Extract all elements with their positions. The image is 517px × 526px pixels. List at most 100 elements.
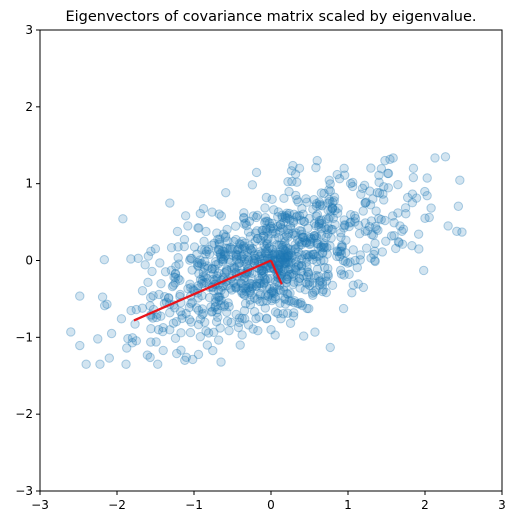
scatter-point bbox=[242, 247, 253, 257]
scatter-point bbox=[424, 212, 434, 223]
scatter-point bbox=[194, 223, 204, 233]
scatter-point bbox=[255, 288, 266, 299]
scatter-point bbox=[250, 228, 261, 238]
scatter-point bbox=[315, 199, 325, 209]
scatter-point bbox=[221, 187, 231, 198]
scatter-point bbox=[232, 261, 242, 272]
y-tick-label: −1 bbox=[15, 330, 33, 344]
scatter-point bbox=[262, 227, 272, 237]
scatter-point bbox=[290, 264, 301, 275]
scatter-point bbox=[234, 317, 245, 328]
scatter-point bbox=[213, 285, 224, 295]
scatter-point bbox=[325, 179, 335, 189]
scatter-point bbox=[172, 348, 182, 359]
scatter-point bbox=[180, 211, 191, 221]
scatter-point bbox=[294, 211, 305, 221]
scatter-point bbox=[207, 306, 217, 317]
scatter-point bbox=[337, 240, 347, 251]
scatter-point bbox=[224, 325, 234, 336]
scatter-point bbox=[116, 314, 127, 324]
scatter-point bbox=[236, 239, 246, 250]
scatter-point bbox=[259, 277, 269, 288]
scatter-point bbox=[287, 176, 297, 187]
scatter-point bbox=[398, 224, 409, 234]
scatter-point bbox=[240, 254, 250, 264]
scatter-point bbox=[239, 219, 249, 229]
scatter-point bbox=[299, 216, 310, 227]
scatter-point bbox=[316, 188, 327, 198]
scatter-point bbox=[235, 340, 245, 350]
scatter-point bbox=[208, 274, 218, 285]
scatter-point bbox=[148, 291, 158, 301]
scatter-point bbox=[309, 231, 320, 241]
scatter-point bbox=[219, 249, 230, 259]
scatter-point bbox=[294, 163, 305, 174]
scatter-point bbox=[223, 244, 233, 254]
scatter-point bbox=[350, 255, 360, 266]
scatter-point bbox=[188, 354, 198, 365]
scatter-point bbox=[305, 250, 316, 260]
scatter-point bbox=[219, 301, 229, 312]
scatter-point bbox=[210, 257, 221, 267]
scatter-point bbox=[192, 260, 203, 270]
scatter-point bbox=[296, 261, 307, 271]
scatter-point bbox=[305, 238, 315, 249]
scatter-point bbox=[422, 173, 432, 183]
scatter-point bbox=[168, 280, 179, 290]
scatter-point bbox=[231, 249, 241, 259]
scatter-point bbox=[267, 218, 278, 229]
scatter-point bbox=[193, 319, 204, 330]
scatter-point bbox=[453, 201, 464, 211]
scatter-point bbox=[201, 277, 211, 288]
scatter-point bbox=[276, 313, 286, 324]
scatter-point bbox=[323, 269, 333, 280]
scatter-point bbox=[326, 206, 336, 216]
scatter-point bbox=[264, 218, 274, 228]
scatter-point bbox=[262, 273, 273, 284]
scatter-point bbox=[307, 288, 318, 298]
scatter-point bbox=[378, 189, 388, 199]
scatter-point bbox=[289, 308, 299, 318]
scatter-point bbox=[280, 211, 290, 221]
scatter-point bbox=[184, 314, 195, 325]
scatter-point bbox=[227, 244, 237, 254]
scatter-point bbox=[370, 238, 380, 249]
scatter-point bbox=[176, 345, 186, 355]
scatter-point bbox=[278, 255, 288, 266]
scatter-point bbox=[224, 302, 234, 312]
scatter-point bbox=[284, 208, 294, 219]
scatter-point bbox=[419, 265, 429, 276]
scatter-point bbox=[321, 271, 331, 282]
scatter-point bbox=[283, 289, 293, 299]
scatter-point bbox=[311, 251, 321, 262]
scatter-point bbox=[210, 302, 220, 312]
scatter-point bbox=[253, 326, 263, 336]
scatter-point bbox=[275, 249, 285, 260]
scatter-point bbox=[263, 248, 274, 259]
scatter-point bbox=[271, 249, 281, 259]
scatter-point bbox=[230, 221, 241, 231]
scatter-point bbox=[255, 278, 266, 289]
scatter-point bbox=[323, 214, 334, 224]
scatter-point bbox=[304, 252, 314, 262]
scatter-point bbox=[314, 197, 325, 207]
scatter-point bbox=[365, 200, 376, 210]
scatter-point bbox=[221, 231, 231, 241]
scatter-point bbox=[186, 317, 196, 327]
scatter-point bbox=[327, 224, 338, 235]
scatter-point bbox=[261, 263, 271, 274]
scatter-point bbox=[257, 282, 267, 292]
scatter-point bbox=[197, 279, 207, 289]
scatter-point bbox=[350, 213, 361, 224]
scatter-point bbox=[313, 239, 323, 249]
scatter-point bbox=[143, 277, 153, 288]
scatter-point bbox=[291, 256, 301, 267]
scatter-point bbox=[340, 256, 351, 267]
scatter-point bbox=[283, 265, 293, 275]
scatter-point bbox=[366, 163, 376, 173]
scatter-point bbox=[282, 249, 293, 260]
scatter-point bbox=[273, 249, 283, 260]
scatter-point bbox=[296, 266, 307, 277]
scatter-point bbox=[239, 243, 250, 253]
scatter-point bbox=[281, 277, 292, 288]
